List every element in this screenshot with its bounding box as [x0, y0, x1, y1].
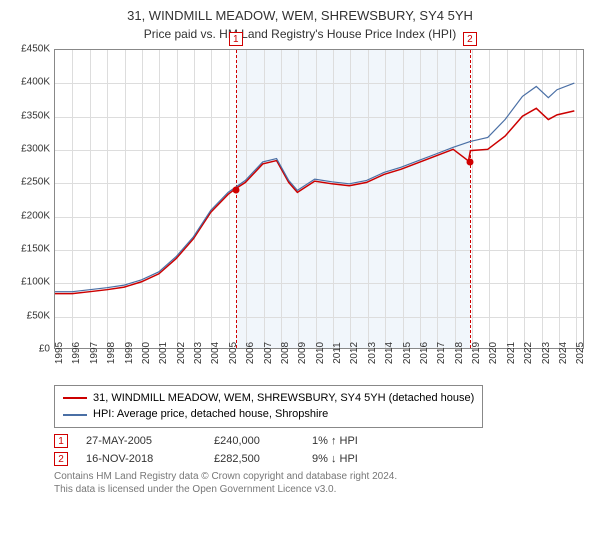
series-line-hpi [55, 83, 574, 292]
x-tick-label: 1999 [124, 342, 135, 364]
y-tick-label: £0 [39, 343, 50, 354]
x-tick-label: 2008 [280, 342, 291, 364]
y-tick-label: £150K [21, 243, 50, 254]
event-table: 1 27-MAY-2005 £240,000 1% ↑ HPI 2 16-NOV-2018… [54, 434, 590, 466]
event-price: £282,500 [214, 453, 294, 465]
y-axis: £0£50K£100K£150K£200K£250K£300K£350K£400… [10, 49, 54, 349]
y-tick-label: £100K [21, 277, 50, 288]
event-price: £240,000 [214, 435, 294, 447]
y-tick-label: £350K [21, 110, 50, 121]
chart-lines-svg [55, 50, 583, 348]
x-tick-label: 2022 [523, 342, 534, 364]
legend-box: 31, WINDMILL MEADOW, WEM, SHREWSBURY, SY… [54, 385, 483, 428]
x-tick-label: 2017 [436, 342, 447, 364]
x-tick-label: 2001 [158, 342, 169, 364]
x-tick-label: 2009 [297, 342, 308, 364]
x-tick-label: 2012 [349, 342, 360, 364]
event-table-row: 2 16-NOV-2018 £282,500 9% ↓ HPI [54, 452, 590, 466]
event-dot [466, 158, 473, 165]
event-delta: 9% ↓ HPI [312, 453, 412, 465]
legend-swatch [63, 414, 87, 416]
event-table-marker: 1 [54, 434, 68, 448]
chart-area: £0 £50K £100K £150K £200K £250K £300K £350K £400… [10, 49, 590, 379]
y-tick-label: £200K [21, 210, 50, 221]
x-tick-label: 2002 [176, 342, 187, 364]
x-tick-label: 2018 [454, 342, 465, 364]
legend-label: 31, WINDMILL MEADOW, WEM, SHREWSBURY, SY… [93, 390, 474, 407]
x-tick-label: 1995 [54, 342, 65, 364]
event-marker-box: 1 [229, 32, 243, 46]
x-tick-label: 2006 [245, 342, 256, 364]
y-tick-label: £250K [21, 177, 50, 188]
x-tick-label: 2023 [541, 342, 552, 364]
x-tick-label: 2016 [419, 342, 430, 364]
x-tick-label: 2000 [141, 342, 152, 364]
event-date: 27-MAY-2005 [86, 435, 196, 447]
footnote-line-1: Contains HM Land Registry data © Crown c… [54, 470, 590, 483]
legend-label: HPI: Average price, detached house, Shro… [93, 406, 328, 423]
x-tick-label: 1996 [71, 342, 82, 364]
page-subtitle: Price paid vs. HM Land Registry's House … [10, 27, 590, 41]
event-dot [232, 186, 239, 193]
x-tick-label: 2020 [488, 342, 499, 364]
x-axis: 1995199619971998199920002001200220032004… [54, 351, 584, 379]
event-date: 16-NOV-2018 [86, 453, 196, 465]
event-delta: 1% ↑ HPI [312, 435, 412, 447]
x-tick-label: 2003 [193, 342, 204, 364]
x-tick-label: 2013 [367, 342, 378, 364]
event-table-row: 1 27-MAY-2005 £240,000 1% ↑ HPI [54, 434, 590, 448]
footnote-line-2: This data is licensed under the Open Gov… [54, 483, 590, 496]
event-table-marker: 2 [54, 452, 68, 466]
x-tick-label: 2010 [315, 342, 326, 364]
y-tick-label: £450K [21, 43, 50, 54]
x-tick-label: 1998 [106, 342, 117, 364]
chart-plot: 12 [54, 49, 584, 349]
x-tick-label: 2004 [210, 342, 221, 364]
x-tick-label: 2014 [384, 342, 395, 364]
y-tick-label: £50K [27, 310, 50, 321]
x-tick-label: 2024 [558, 342, 569, 364]
x-tick-label: 2025 [575, 342, 586, 364]
x-tick-label: 2015 [402, 342, 413, 364]
x-tick-label: 2007 [263, 342, 274, 364]
legend-row: HPI: Average price, detached house, Shro… [63, 406, 474, 423]
y-tick-label: £400K [21, 77, 50, 88]
x-tick-label: 2021 [506, 342, 517, 364]
event-marker-box: 2 [463, 32, 477, 46]
footnote: Contains HM Land Registry data © Crown c… [54, 470, 590, 496]
legend-swatch [63, 397, 87, 399]
page-title: 31, WINDMILL MEADOW, WEM, SHREWSBURY, SY… [10, 8, 590, 25]
series-line-property [55, 108, 574, 293]
x-tick-label: 2011 [332, 342, 343, 364]
x-tick-label: 2019 [471, 342, 482, 364]
y-tick-label: £300K [21, 143, 50, 154]
legend-row: 31, WINDMILL MEADOW, WEM, SHREWSBURY, SY… [63, 390, 474, 407]
x-tick-label: 1997 [89, 342, 100, 364]
x-tick-label: 2005 [228, 342, 239, 364]
